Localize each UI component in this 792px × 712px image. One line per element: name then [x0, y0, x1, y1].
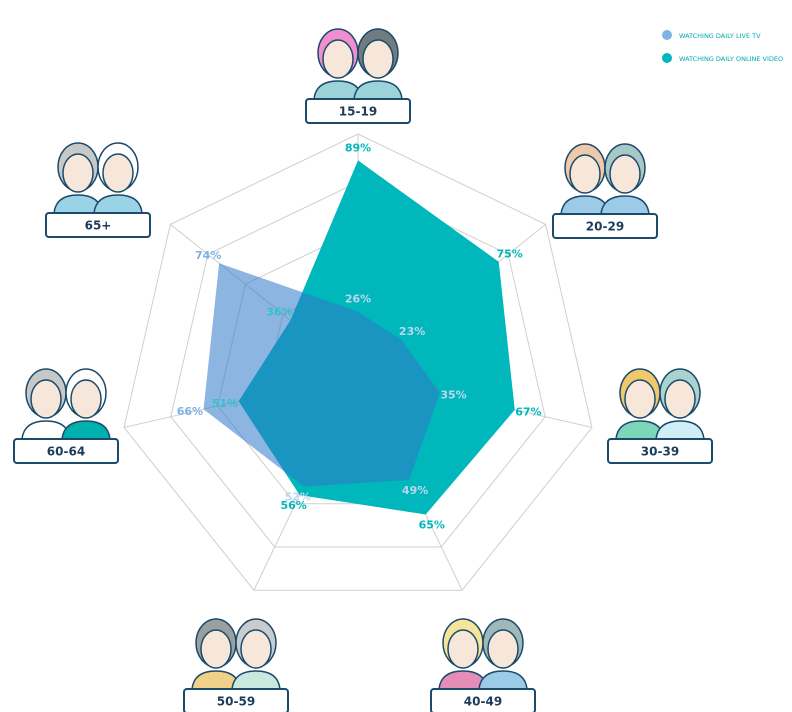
avatar-face [487, 629, 519, 669]
category-box [430, 688, 536, 712]
value-label: 65% [419, 518, 445, 531]
avatar-face [62, 153, 94, 193]
value-label: 26% [345, 293, 371, 306]
avatar-body [61, 420, 111, 440]
avatar-face [362, 39, 394, 79]
value-label: 74% [195, 249, 221, 262]
grid-ring [123, 133, 593, 591]
value-label: 52% [285, 490, 311, 503]
legend-swatch [662, 53, 672, 63]
value-label: 89% [345, 141, 371, 154]
legend: WATCHING DAILY LIVE TV WATCHING DAILY ONL… [662, 30, 783, 63]
avatar-face [664, 379, 696, 419]
avatar-body [353, 80, 403, 100]
series-area [203, 263, 440, 487]
plot [203, 160, 515, 515]
avatar-face [102, 153, 134, 193]
avatar-face [569, 154, 601, 194]
value-label: 67% [515, 405, 541, 418]
avatar-body [93, 194, 143, 214]
avatar-face [447, 629, 479, 669]
avatar-face [200, 629, 232, 669]
avatar-face [609, 154, 641, 194]
value-label: 75% [497, 247, 523, 260]
category-box [607, 438, 713, 464]
legend-swatch [662, 30, 672, 40]
avatar-body [655, 420, 705, 440]
category-label: 65+ [85, 219, 112, 233]
category-box [45, 212, 151, 238]
value-label: 51% [212, 397, 238, 410]
category-label: 50-59 [217, 695, 255, 709]
avatar-body [478, 670, 528, 690]
category-box [305, 98, 411, 124]
category-box [13, 438, 119, 464]
avatar-face [240, 629, 272, 669]
category-label: 60-64 [47, 445, 85, 459]
category-box [552, 213, 658, 239]
category-label: 15-19 [339, 105, 377, 119]
category-label: 40-49 [464, 695, 502, 709]
avatar-face [30, 379, 62, 419]
value-label: 36% [266, 306, 292, 319]
legend-label: WATCHING DAILY ONLINE VIDEO [679, 55, 783, 63]
legend-label: WATCHING DAILY LIVE TV [679, 32, 761, 40]
category-label: 30-39 [641, 445, 679, 459]
avatar-face [624, 379, 656, 419]
avatar-face [70, 379, 102, 419]
avatar-body [600, 195, 650, 215]
category-label: 20-29 [586, 220, 624, 234]
value-label: 23% [399, 325, 425, 338]
value-label: 35% [440, 388, 466, 401]
avatar-body [231, 670, 281, 690]
value-label: 49% [402, 484, 428, 497]
labels: 26% 23% 35% 49% 52% 66% 74% 89% 75% 67% 65% 56% 51% 3… [47, 105, 679, 709]
value-label: 56% [280, 499, 306, 512]
grid-ring [170, 181, 546, 548]
category-box [183, 688, 289, 712]
avatar-face [322, 39, 354, 79]
avatars [13, 28, 713, 712]
value-label: 66% [177, 405, 203, 418]
